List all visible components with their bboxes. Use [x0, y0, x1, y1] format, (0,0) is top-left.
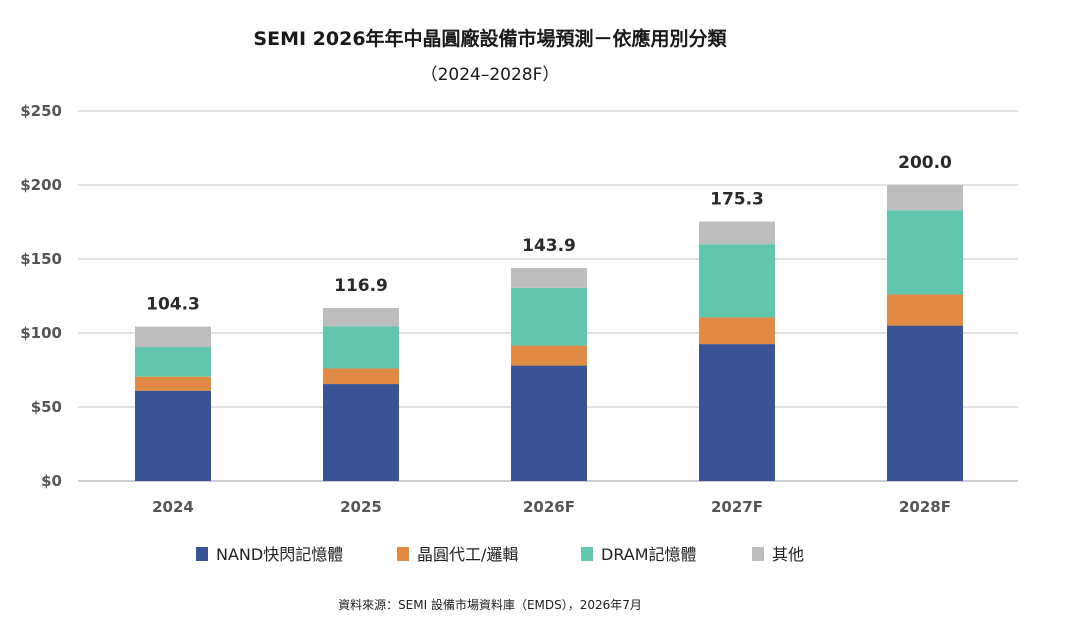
- bar-segment-3: [699, 244, 775, 318]
- bar-segment-1: [887, 325, 963, 481]
- total-label: 143.9: [522, 236, 576, 256]
- legend-swatch: [752, 547, 764, 561]
- legend-swatch: [581, 547, 593, 561]
- y-axis-ticks: $0 $50 $100 $150 $200 $250: [20, 102, 62, 490]
- y-tick-label: $250: [20, 102, 62, 120]
- y-tick-label: $200: [20, 176, 62, 194]
- legend: NAND快閃記憶體 晶圓代工/邏輯 DRAM記憶體 其他: [196, 545, 804, 564]
- y-tick-label: $150: [20, 250, 62, 268]
- bar-segment-3: [887, 210, 963, 295]
- bar-segment-3: [135, 347, 211, 377]
- bar-segment-1: [699, 344, 775, 481]
- legend-swatch: [196, 547, 208, 561]
- bar-segment-4: [887, 185, 963, 211]
- bar-segment-1: [511, 365, 587, 481]
- x-tick-label: 2025: [340, 498, 382, 516]
- y-tick-label: $0: [41, 472, 62, 490]
- bar-segment-1: [323, 384, 399, 481]
- bar-segment-4: [699, 221, 775, 245]
- legend-label: NAND快閃記憶體: [216, 545, 343, 564]
- bar-segment-4: [511, 268, 587, 288]
- bar-segment-3: [511, 287, 587, 346]
- total-label: 175.3: [710, 190, 764, 210]
- total-label: 200.0: [898, 153, 952, 173]
- bar-segment-2: [135, 376, 211, 391]
- x-tick-label: 2024: [152, 498, 194, 516]
- y-tick-label: $50: [31, 398, 62, 416]
- legend-swatch: [397, 547, 409, 561]
- bar-segment-1: [135, 390, 211, 481]
- bar-segment-2: [699, 317, 775, 345]
- source-note: 資料來源：SEMI 設備市場資料庫（EMDS），2026年7月: [338, 597, 642, 612]
- x-tick-label: 2028F: [899, 498, 951, 516]
- legend-label: 其他: [772, 545, 804, 564]
- bar-segment-4: [135, 326, 211, 348]
- total-label: 116.9: [334, 276, 388, 296]
- y-tick-label: $100: [20, 324, 62, 342]
- chart-title: SEMI 2026年年中晶圓廠設備市場預測－依應用別分類: [253, 27, 727, 50]
- x-tick-label: 2027F: [711, 498, 763, 516]
- bar-segment-2: [511, 345, 587, 366]
- total-label: 104.3: [146, 295, 200, 315]
- legend-label: 晶圓代工/邏輯: [417, 545, 518, 564]
- chart-subtitle: （2024–2028F）: [421, 65, 560, 85]
- bars: [135, 185, 963, 481]
- total-labels: 104.3 116.9 143.9 175.3 200.0: [146, 153, 952, 315]
- bar-segment-2: [887, 294, 963, 326]
- x-axis-ticks: 2024 2025 2026F 2027F 2028F: [152, 498, 951, 516]
- bar-segment-2: [323, 368, 399, 385]
- bar-segment-4: [323, 307, 399, 327]
- bar-segment-3: [323, 326, 399, 369]
- legend-label: DRAM記憶體: [601, 545, 697, 564]
- x-tick-label: 2026F: [523, 498, 575, 516]
